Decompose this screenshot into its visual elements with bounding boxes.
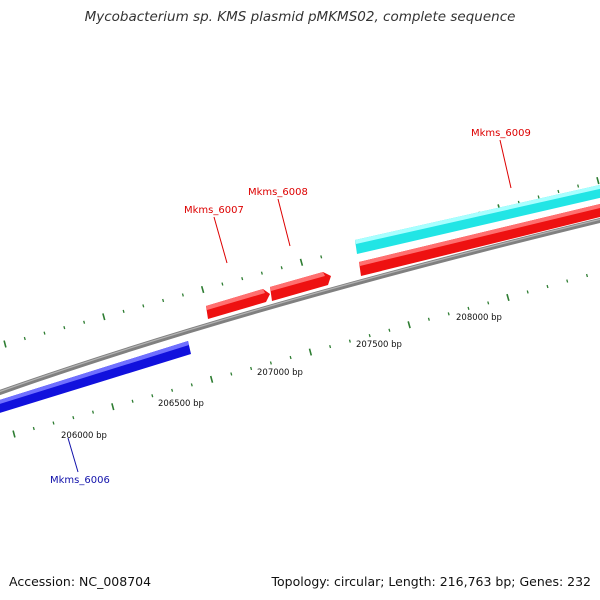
scale-tick (241, 277, 244, 281)
gene-bar-mkms-6009 (359, 203, 600, 276)
summary-text: Topology: circular; Length: 216,763 bp; … (271, 574, 592, 589)
plasmid-backbone-highlight (0, 218, 600, 393)
scale-tick (91, 410, 95, 414)
scale-tick (537, 195, 540, 199)
scale-tick (250, 366, 253, 371)
scale-tick (131, 399, 134, 403)
scale-tick (111, 403, 115, 411)
scale-tick (83, 320, 86, 324)
scale-tick (122, 309, 125, 313)
scale-tick (320, 255, 323, 259)
inner-tick-track (12, 273, 589, 438)
scale-tick (72, 416, 75, 420)
scale-tick (577, 184, 580, 188)
scale-tick (596, 176, 600, 185)
position-label-207000: 207000 bp (257, 368, 303, 378)
gene-label-mkms-6009: Mkms_6009 (471, 128, 531, 139)
scale-tick (209, 375, 214, 383)
label-connector-mkms-6009 (499, 139, 512, 189)
position-label-206500: 206500 bp (158, 399, 204, 409)
scale-tick (52, 421, 55, 425)
scale-tick (526, 290, 529, 294)
position-label-208000: 208000 bp (456, 313, 502, 323)
scale-tick (299, 258, 304, 266)
scale-tick (585, 273, 589, 278)
scale-tick (32, 426, 35, 431)
scale-tick (289, 355, 292, 360)
scale-tick (557, 189, 560, 194)
scale-tick (3, 340, 7, 348)
map-title: Mycobacterium sp. KMS plasmid pMKMS02, c… (84, 9, 516, 25)
feature-cyan-bar (355, 184, 600, 254)
accession-text: Accession: NC_008704 (9, 574, 152, 589)
label-connector-mkms-6006 (67, 437, 79, 473)
gene-bar-mkms-6006 (0, 341, 191, 413)
label-connector-mkms-6008 (277, 198, 291, 247)
scale-tick (151, 394, 154, 398)
scale-tick (427, 317, 430, 321)
scale-tick (43, 331, 46, 335)
scale-tick (467, 306, 470, 310)
gene-label-mkms-6007: Mkms_6007 (184, 205, 244, 216)
scale-tick (221, 282, 224, 286)
scale-tick (162, 298, 165, 303)
scale-tick (171, 388, 174, 392)
scale-tick (269, 361, 272, 365)
gene-label-mkms-6008: Mkms_6008 (248, 187, 308, 198)
scale-tick (230, 372, 233, 376)
scale-tick (200, 285, 205, 294)
scale-tick (190, 383, 193, 387)
gene-arrow-mkms-6007 (206, 289, 270, 319)
scale-tick (142, 304, 145, 308)
gene-arrow-mkms-6008 (270, 272, 331, 301)
scale-tick (506, 293, 510, 302)
scale-tick (368, 334, 371, 338)
scale-tick (260, 271, 263, 275)
scale-tick (447, 312, 450, 316)
scale-tick (23, 336, 26, 341)
scale-tick (102, 313, 106, 321)
scale-tick (308, 348, 313, 356)
scale-tick (12, 430, 16, 438)
scale-tick (407, 321, 411, 329)
plasmid-backbone (0, 217, 600, 396)
scale-tick (487, 301, 490, 305)
outer-tick-track (3, 176, 600, 348)
scale-tick (63, 326, 66, 330)
position-label-207500: 207500 bp (356, 340, 402, 350)
scale-tick (280, 266, 283, 270)
scale-tick (546, 284, 549, 289)
label-connector-mkms-6007 (213, 216, 228, 264)
scale-tick (566, 279, 569, 283)
scale-tick (329, 345, 332, 349)
scale-tick (348, 339, 351, 343)
scale-tick (388, 328, 391, 332)
scale-tick (181, 293, 184, 297)
position-label-206000: 206000 bp (61, 431, 107, 441)
gene-label-mkms-6006: Mkms_6006 (50, 475, 110, 486)
